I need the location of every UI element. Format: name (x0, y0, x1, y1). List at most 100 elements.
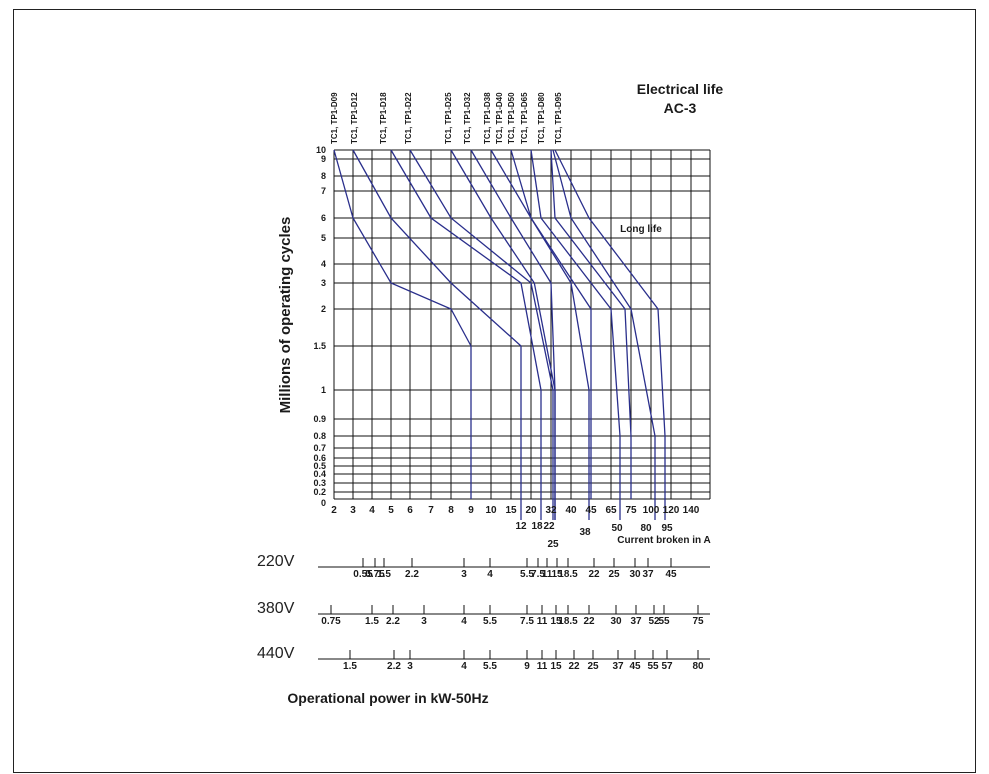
voltage-tick-label: 15 (551, 569, 563, 580)
voltage-tick-label: 11 (542, 569, 553, 580)
voltage-tick-label: 2.2 (387, 661, 401, 672)
voltage-tick-label: 9 (524, 661, 530, 672)
voltage-tick-label: 37 (612, 661, 624, 672)
y-tick-label: 5 (321, 233, 326, 243)
voltage-label: 220V (257, 553, 295, 570)
y-tick-label: 0.4 (313, 469, 326, 479)
x-tick-label-secondary: 80 (640, 523, 652, 534)
series-line (554, 149, 666, 437)
x-tick-label: 120 (663, 505, 680, 516)
series-label: TC1, TP1-D38 (483, 92, 492, 144)
voltage-label: 380V (257, 600, 295, 617)
voltage-tick-label: 3 (461, 569, 467, 580)
x-tick-label: 15 (505, 505, 517, 516)
y-tick-label: 2 (321, 304, 326, 314)
y-tick-label: 10 (316, 145, 326, 155)
x-tick-label: 40 (565, 505, 577, 516)
voltage-tick-label: 1.5 (365, 616, 379, 627)
voltage-tick-label: 52 (648, 616, 660, 627)
voltage-tick-label: 5.5 (483, 616, 497, 627)
voltage-tick-label: 1.5 (377, 569, 391, 580)
x-tick-label: 32 (545, 505, 557, 516)
voltage-tick-label: 15 (550, 661, 562, 672)
voltage-tick-label: 11 (537, 661, 548, 672)
y-tick-label: 0.6 (313, 453, 326, 463)
voltage-tick-label: 45 (665, 569, 677, 580)
x-tick-label: 20 (525, 505, 537, 516)
y-tick-label: 0.8 (313, 431, 326, 441)
series-label: TC1, TP1-D18 (379, 92, 388, 144)
x-tick-label: 140 (683, 505, 700, 516)
voltage-tick-label: 3 (407, 661, 413, 672)
y-tick-label: 1.5 (313, 341, 326, 351)
x-tick-label: 10 (485, 505, 497, 516)
y-tick-label: 0.5 (313, 461, 326, 471)
y-tick-label: 0.3 (313, 478, 326, 488)
voltage-tick-label: 4 (461, 616, 467, 627)
y-tick-label: 1 (321, 385, 326, 395)
x-tick-label-secondary: 25 (547, 539, 559, 550)
voltage-tick-label: 0.75 (321, 616, 341, 627)
series-label: TC1, TP1-D80 (537, 92, 546, 144)
x-tick-label-secondary: 18 (531, 521, 543, 532)
x-tick-label: 100 (643, 505, 660, 516)
series-line (490, 149, 590, 391)
voltage-tick-label: 22 (583, 616, 595, 627)
chart-subtitle: AC-3 (664, 100, 697, 116)
series-line (409, 149, 554, 391)
long-life-annotation: Long life (620, 224, 662, 235)
y-axis-label: Millions of operating cycles (277, 217, 294, 414)
series-line (390, 149, 542, 391)
voltage-tick-label: 30 (629, 569, 641, 580)
voltage-tick-label: 15 (550, 616, 562, 627)
voltage-tick-label: 22 (568, 661, 580, 672)
y-tick-label: 9 (321, 154, 326, 164)
y-tick-label: 3 (321, 278, 326, 288)
y-tick-label: 0 (321, 498, 326, 508)
voltage-tick-label: 25 (608, 569, 620, 580)
voltage-tick-label: 55 (658, 616, 670, 627)
y-tick-label: 8 (321, 171, 326, 181)
y-tick-label: 0.9 (313, 414, 326, 424)
x-tick-label-secondary: 12 (515, 521, 527, 532)
series-label: TC1, TP1-D25 (444, 92, 453, 144)
voltage-tick-label: 37 (630, 616, 642, 627)
voltage-tick-label: 80 (692, 661, 704, 672)
x-tick-label: 6 (407, 505, 413, 516)
voltage-tick-label: 11 (537, 616, 548, 627)
x-tick-label: 4 (369, 505, 375, 516)
y-tick-label: 0.7 (313, 443, 326, 453)
voltage-tick-label: 0.75 (365, 569, 385, 580)
y-tick-label: 6 (321, 213, 326, 223)
chart-title: Electrical life (637, 81, 724, 97)
x-tick-label: 9 (468, 505, 474, 516)
x-tick-label: 3 (350, 505, 356, 516)
voltage-tick-label: 37 (642, 569, 654, 580)
x-tick-label: 5 (388, 505, 394, 516)
series-line (550, 149, 632, 437)
series-label: TC1, TP1-D09 (330, 92, 339, 144)
voltage-tick-label: 18.5 (558, 569, 578, 580)
series-line (470, 149, 556, 391)
voltage-tick-label: 25 (587, 661, 599, 672)
footer-label: Operational power in kW-50Hz (287, 690, 488, 706)
voltage-tick-label: 0.55 (353, 569, 373, 580)
x-tick-label: 8 (448, 505, 454, 516)
y-tick-label: 0.2 (313, 487, 326, 497)
x-tick-label: 75 (625, 505, 637, 516)
voltage-tick-label: 7.5 (520, 616, 534, 627)
voltage-tick-label: 4 (461, 661, 467, 672)
voltage-tick-label: 7.5 (531, 569, 545, 580)
series-label: TC1, TP1-D65 (520, 92, 529, 144)
x-tick-label-secondary: 22 (543, 521, 555, 532)
x-tick-label: 45 (585, 505, 597, 516)
voltage-tick-label: 22 (588, 569, 600, 580)
voltage-tick-label: 57 (661, 661, 673, 672)
voltage-tick-label: 2.2 (386, 616, 400, 627)
series-label: TC1, TP1-D12 (350, 92, 359, 144)
series-line (530, 149, 621, 437)
x-tick-label: 65 (605, 505, 617, 516)
series-label: TC1, TP1-D40 (495, 92, 504, 144)
series-label: TC1, TP1-D50 (507, 92, 516, 144)
